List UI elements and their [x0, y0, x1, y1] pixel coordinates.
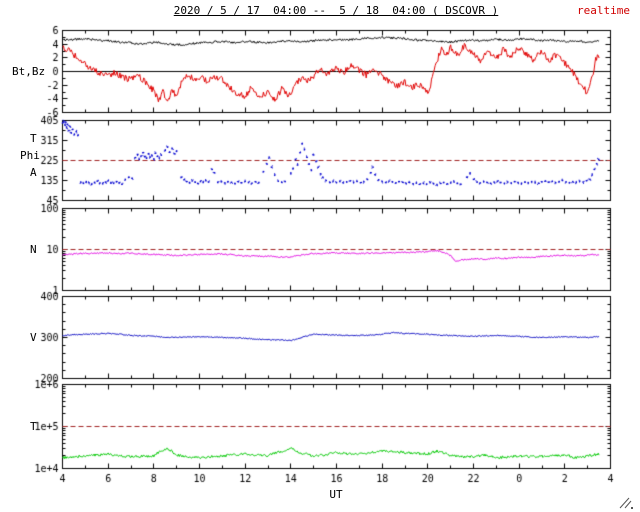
y-label-phi-t: T: [30, 132, 37, 145]
y-label-density: N: [30, 243, 37, 256]
y-label-speed: V: [30, 331, 37, 344]
plot-title: 2020 / 5 / 17 04:00 -- 5 / 18 04:00 ( DS…: [173, 4, 499, 17]
y-label-temperature: T: [30, 420, 37, 433]
y-label-phi: Phi: [20, 149, 40, 162]
realtime-badge: realtime: [577, 4, 630, 17]
y-label-bt-bz: Bt,Bz: [12, 65, 46, 78]
y-label-phi-a: A: [30, 166, 37, 179]
x-axis-label: UT: [329, 488, 343, 501]
resize-grip-icon[interactable]: [616, 496, 634, 510]
